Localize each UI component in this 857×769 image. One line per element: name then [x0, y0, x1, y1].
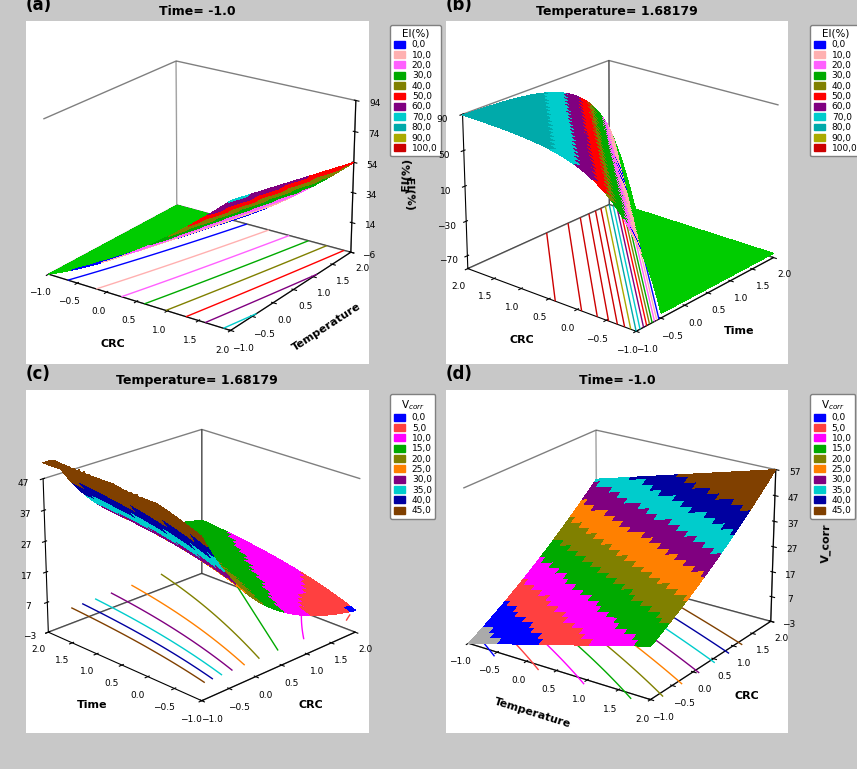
Y-axis label: Temperature: Temperature: [291, 301, 363, 353]
Text: (c): (c): [26, 365, 51, 383]
Legend: 0,0, 5,0, 10,0, 15,0, 20,0, 25,0, 30,0, 35,0, 40,0, 45,0: 0,0, 5,0, 10,0, 15,0, 20,0, 25,0, 30,0, …: [390, 394, 435, 519]
Title: Temperature= 1.68179: Temperature= 1.68179: [117, 375, 278, 388]
Text: (a): (a): [26, 0, 51, 14]
Legend: 0,0, 5,0, 10,0, 15,0, 20,0, 25,0, 30,0, 35,0, 40,0, 45,0: 0,0, 5,0, 10,0, 15,0, 20,0, 25,0, 30,0, …: [810, 394, 855, 519]
Title: Temperature= 1.68179: Temperature= 1.68179: [536, 5, 698, 18]
Y-axis label: CRC: CRC: [510, 335, 534, 345]
X-axis label: CRC: CRC: [100, 339, 125, 349]
Y-axis label: Time: Time: [77, 700, 108, 710]
X-axis label: CRC: CRC: [298, 700, 323, 710]
Legend: 0,0, 10,0, 20,0, 30,0, 40,0, 50,0, 60,0, 70,0, 80,0, 90,0, 100,0: 0,0, 10,0, 20,0, 30,0, 40,0, 50,0, 60,0,…: [390, 25, 441, 156]
Text: (d): (d): [446, 365, 472, 383]
Text: (b): (b): [446, 0, 472, 14]
Y-axis label: CRC: CRC: [734, 691, 759, 701]
X-axis label: Time: Time: [724, 327, 755, 337]
Title: Time= -1.0: Time= -1.0: [159, 5, 236, 18]
X-axis label: Temperature: Temperature: [493, 696, 572, 730]
Title: Time= -1.0: Time= -1.0: [578, 375, 656, 388]
Legend: 0,0, 10,0, 20,0, 30,0, 40,0, 50,0, 60,0, 70,0, 80,0, 90,0, 100,0: 0,0, 10,0, 20,0, 30,0, 40,0, 50,0, 60,0,…: [810, 25, 857, 156]
